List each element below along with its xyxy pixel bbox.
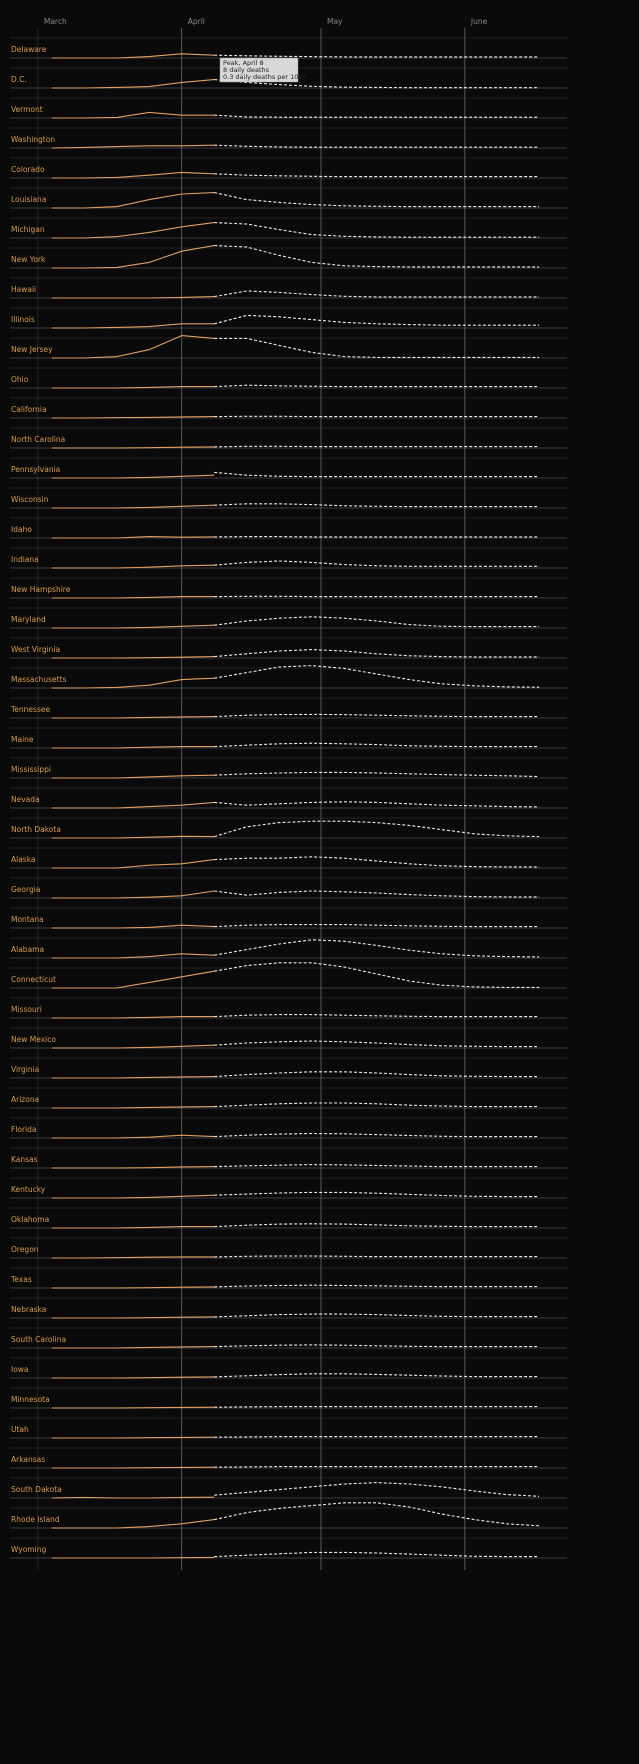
state-label: Oregon — [11, 1245, 39, 1254]
state-label: Idaho — [11, 525, 32, 534]
state-label: Minnesota — [11, 1395, 50, 1404]
state-label: West Virginia — [11, 645, 60, 654]
state-label: Kansas — [11, 1155, 38, 1164]
state-label: North Dakota — [11, 825, 61, 834]
state-label: Iowa — [11, 1365, 29, 1374]
state-label: Utah — [11, 1425, 29, 1434]
state-label: Hawaii — [11, 285, 36, 294]
state-label: Nebraska — [11, 1305, 46, 1314]
tooltip: Peak, April 8 8 daily deaths 0.3 daily d… — [220, 58, 308, 82]
state-label: Massachusetts — [11, 675, 67, 684]
state-label: Washington — [11, 135, 55, 144]
state-label: Alaska — [11, 855, 36, 864]
state-label: Missouri — [11, 1005, 42, 1014]
x-tick-label: April — [188, 17, 205, 26]
state-label: Delaware — [11, 45, 47, 54]
state-label: North Carolina — [11, 435, 65, 444]
state-label: Rhode Island — [11, 1515, 60, 1524]
state-label: Louisiana — [11, 195, 46, 204]
tooltip-line: 0.3 daily deaths per 100K — [223, 73, 308, 81]
state-label: New Jersey — [11, 345, 53, 354]
x-tick-label: March — [44, 17, 67, 26]
state-label: Arkansas — [11, 1455, 45, 1464]
state-label: Kentucky — [11, 1185, 46, 1194]
state-label: New Hampshire — [11, 585, 71, 594]
state-label: Maine — [11, 735, 34, 744]
actual-line — [52, 1557, 214, 1558]
x-tick-label: May — [327, 17, 343, 26]
state-label: Colorado — [11, 165, 45, 174]
state-label: Texas — [10, 1275, 32, 1284]
state-label: Ohio — [11, 375, 29, 384]
state-label: Florida — [11, 1125, 37, 1134]
state-label: New Mexico — [11, 1035, 56, 1044]
state-label: Wisconsin — [11, 495, 49, 504]
state-label: New York — [11, 255, 46, 264]
state-label: Arizona — [11, 1095, 39, 1104]
state-label: South Carolina — [11, 1335, 66, 1344]
x-tick-label: June — [470, 17, 488, 26]
state-label: Connecticut — [11, 975, 56, 984]
state-label: Nevada — [11, 795, 40, 804]
state-label: California — [11, 405, 47, 414]
state-label: Oklahoma — [11, 1215, 49, 1224]
state-label: Vermont — [11, 105, 43, 114]
state-label: Alabama — [11, 945, 44, 954]
state-label: Mississippi — [11, 765, 51, 774]
state-label: Montana — [11, 915, 44, 924]
state-label: D.C. — [11, 75, 27, 84]
state-label: Maryland — [11, 615, 46, 624]
state-label: Wyoming — [11, 1545, 46, 1554]
state-label: South Dakota — [11, 1485, 62, 1494]
state-label: Georgia — [11, 885, 40, 894]
state-label: Illinois — [11, 315, 35, 324]
state-label: Virginia — [11, 1065, 39, 1074]
state-label: Pennsylvania — [11, 465, 60, 474]
state-label: Tennessee — [10, 705, 50, 714]
state-label: Michigan — [11, 225, 45, 234]
state-label: Indiana — [11, 555, 39, 564]
